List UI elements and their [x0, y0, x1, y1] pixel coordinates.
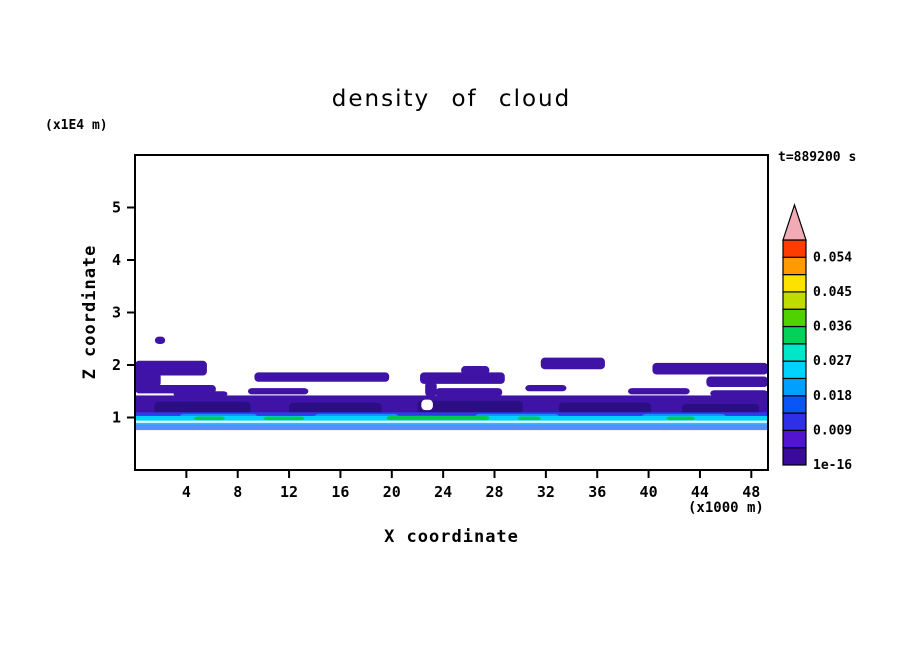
contour-band: [420, 372, 505, 384]
x-tick-label: 48: [742, 483, 760, 501]
y-tick-label: 2: [112, 356, 121, 374]
contour-band: [136, 360, 207, 376]
contour-band: [136, 422, 767, 426]
contour-band: [706, 376, 767, 388]
x-axis-unit: (x1000 m): [688, 500, 764, 516]
y-tick-label: 5: [112, 199, 121, 217]
y-tick-label: 4: [112, 251, 121, 269]
contour-band: [710, 390, 767, 397]
contour-band: [540, 357, 605, 370]
colorbar-segment: [782, 256, 807, 276]
colorbar-label: 0.009: [813, 423, 852, 438]
contour-band: [289, 402, 382, 415]
contour-band: [425, 381, 437, 397]
contour-band: [136, 412, 767, 420]
colorbar-segment: [782, 343, 807, 362]
contour-band: [263, 416, 305, 421]
contour-band: [247, 388, 309, 395]
colorbar-segment: [782, 273, 807, 293]
contour-band: [461, 366, 490, 375]
contour-band: [417, 400, 523, 414]
contour-band: [154, 401, 251, 415]
contour-band: [435, 388, 503, 397]
x-tick-label: 12: [280, 483, 298, 501]
colorbar-segment: [782, 429, 807, 449]
y-tick-label: 3: [112, 304, 121, 322]
colorbar-segment: [782, 308, 807, 328]
colorbar-segment: [782, 325, 807, 345]
contour-band: [681, 403, 760, 415]
x-tick-label: 28: [485, 483, 503, 501]
colorbar-segment: [782, 395, 807, 414]
x-tick-label: 40: [640, 483, 658, 501]
contour-band: [136, 372, 161, 388]
contour-band: [136, 384, 216, 394]
contour-band: [628, 388, 690, 395]
contour-band: [558, 402, 652, 415]
colorbar-label: 1e-16: [813, 458, 852, 473]
x-tick-label: 36: [588, 483, 606, 501]
x-tick-label: 4: [182, 483, 191, 501]
colorbar-segment: [782, 377, 807, 397]
x-tick-label: 16: [331, 483, 349, 501]
colorbar-segment: [782, 412, 807, 431]
contour-band: [525, 384, 567, 392]
x-axis-label: X coordinate: [384, 527, 519, 547]
colorbar-label: 0.054: [813, 250, 852, 265]
colorbar-segment: [782, 239, 807, 258]
colorbar-segment: [782, 447, 807, 466]
colorbar-segment: [782, 291, 807, 310]
contour-band: [254, 372, 390, 382]
time-stamp: t=889200 s: [778, 150, 857, 165]
x-tick-label: 44: [691, 483, 709, 501]
x-tick-label: 20: [383, 483, 401, 501]
colorbar-label: 0.018: [813, 389, 852, 404]
contour-band: [517, 416, 541, 421]
colorbar-label: 0.036: [813, 320, 852, 335]
y-axis-unit: (x1E4 m): [45, 118, 108, 133]
contour-band: [421, 399, 433, 411]
contour-band: [666, 416, 695, 421]
colorbar-label: 0.027: [813, 354, 852, 369]
colorbar-segment: [782, 360, 807, 380]
contour-band: [154, 336, 166, 344]
chart-title: density of cloud: [331, 86, 572, 112]
contour-band: [194, 416, 225, 421]
x-tick-label: 24: [434, 483, 452, 501]
x-tick-label: 32: [537, 483, 555, 501]
colorbar-label: 0.045: [813, 285, 852, 300]
colorbar-overflow-arrow: [782, 203, 807, 241]
x-tick-label: 8: [233, 483, 242, 501]
contour-band: [652, 362, 767, 375]
contour-band: [386, 415, 490, 421]
y-tick-label: 1: [112, 409, 121, 427]
contour-band: [173, 391, 228, 397]
contour-band: [136, 424, 767, 431]
